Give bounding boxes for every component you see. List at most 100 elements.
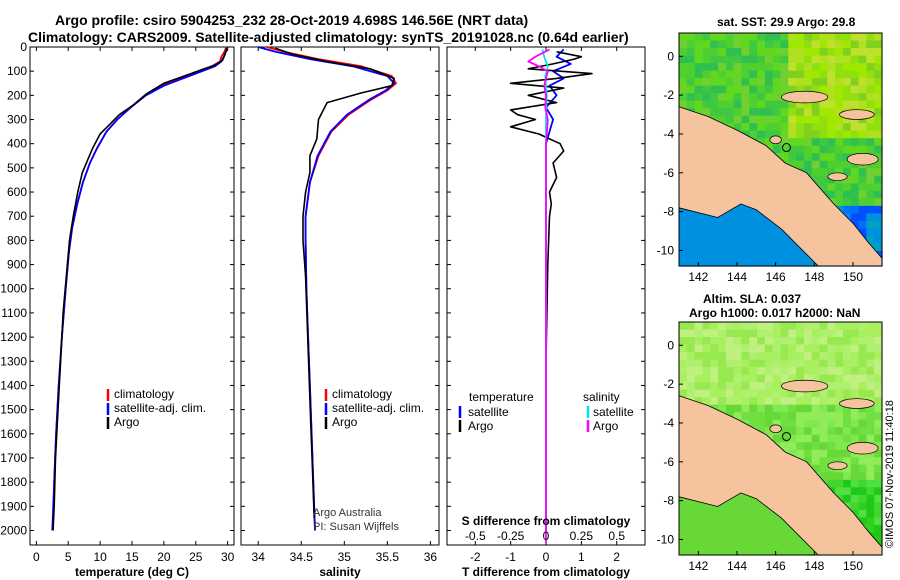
map-cell [874, 479, 883, 488]
map-cell [835, 115, 844, 124]
map-cell [819, 85, 828, 94]
map-cell [811, 160, 821, 169]
sla-map: 142 144 146 148 150 0 -2 -4 -6 -8 -10 [657, 321, 883, 573]
x-tick-label-top: -0.25 [497, 529, 525, 543]
map-cell [757, 40, 766, 49]
map-cell [803, 33, 813, 42]
y-tick-label: -4 [663, 127, 674, 141]
map-cell [686, 93, 696, 102]
map-cell [874, 85, 883, 94]
map-cell [842, 33, 852, 42]
map-cell [803, 322, 813, 331]
map-cell [780, 412, 789, 421]
map-cell [733, 40, 743, 49]
map-cell [850, 138, 860, 147]
map-cell [835, 427, 844, 436]
map-cell [718, 33, 727, 42]
map-cell [858, 374, 867, 383]
map-cell [710, 367, 719, 376]
map-cell [842, 93, 852, 102]
map-cell [725, 322, 735, 331]
map-cell [741, 63, 750, 72]
x-tick-label: 150 [843, 270, 863, 284]
map-cell [749, 70, 758, 79]
map-cell [772, 412, 782, 421]
map-cell [858, 329, 867, 338]
map-cell [772, 434, 782, 443]
x-axis-label: salinity [319, 565, 361, 579]
map-cell [835, 472, 844, 481]
map-cell [710, 70, 719, 79]
sst-map: 142 144 146 148 150 0 -2 -4 -6 -8 -10 [657, 32, 883, 284]
map-cell [874, 100, 883, 109]
map-cell [874, 367, 883, 376]
map-cell [764, 427, 774, 436]
map-cell [866, 40, 875, 49]
x-tick-label: 148 [804, 270, 824, 284]
map-cell [835, 70, 844, 79]
map-cell [811, 457, 821, 466]
map-cell [718, 374, 727, 383]
map-cell [749, 404, 758, 413]
map-frame [678, 32, 883, 267]
map-cell [866, 138, 875, 147]
map-cell [819, 138, 828, 147]
legend-label: Argo [468, 419, 494, 433]
map-cell [842, 442, 852, 451]
map-cell [757, 352, 766, 361]
map-cell [741, 100, 750, 109]
map-cell [803, 168, 813, 177]
map-cell [788, 145, 797, 154]
map-cell [819, 123, 828, 132]
map-cell [733, 329, 743, 338]
x-tick-label: 5 [65, 550, 72, 564]
map-cell [866, 434, 875, 443]
map-cell [850, 352, 860, 361]
map-cell [827, 168, 836, 177]
map-cell [702, 48, 711, 57]
map-cell [725, 329, 735, 338]
legend-label: satellite [593, 405, 634, 419]
map-cell [819, 464, 828, 473]
map-cell [835, 153, 844, 162]
map-cell [842, 449, 852, 458]
map-cell [858, 100, 867, 109]
x-tick-label: -1 [505, 550, 516, 564]
map-cell [796, 48, 805, 57]
map-cell [757, 63, 766, 72]
map-cell [874, 220, 883, 230]
map-cell [835, 352, 844, 361]
map-cell [850, 145, 860, 154]
map-cell [850, 33, 860, 42]
map-cell [718, 367, 727, 376]
map-cell [842, 85, 852, 94]
map-cell [827, 78, 836, 87]
map-cell [788, 85, 797, 94]
map-cell [866, 517, 875, 526]
map-cell [725, 374, 735, 383]
map-cell [803, 85, 813, 94]
map-cell [686, 322, 696, 331]
map-cell [842, 205, 852, 214]
map-cell [874, 198, 883, 207]
map-cell [850, 40, 860, 49]
y-tick-label: 1900 [0, 499, 27, 513]
map-cell [757, 100, 766, 109]
map-cell [874, 322, 883, 331]
map-cell [772, 123, 782, 132]
y-tick-label: 800 [7, 233, 27, 247]
y-tick-label: 100 [7, 64, 27, 78]
map-cell [835, 190, 844, 199]
map-cell [725, 359, 735, 368]
map-cell [741, 85, 750, 94]
map-cell [803, 434, 813, 443]
map-cell [811, 374, 821, 383]
map-cell [780, 322, 789, 331]
map-cell [842, 175, 852, 184]
map-cell [803, 63, 813, 72]
map-cell [827, 93, 836, 102]
map-cell [819, 419, 828, 428]
map-cell [858, 404, 867, 413]
map-cell [842, 352, 852, 361]
map-cell [725, 70, 735, 79]
